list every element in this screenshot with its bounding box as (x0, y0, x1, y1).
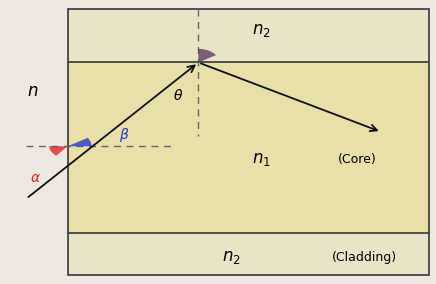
Text: $n_2$: $n_2$ (221, 248, 241, 266)
Wedge shape (198, 49, 216, 62)
Text: (Cladding): (Cladding) (331, 250, 397, 264)
Bar (0, 0, 68, 284)
Text: $n_2$: $n_2$ (252, 21, 271, 39)
Bar (68, 233, 429, 275)
Text: $n_1$: $n_1$ (252, 150, 271, 168)
Text: $\theta$: $\theta$ (173, 88, 183, 103)
Wedge shape (49, 146, 68, 156)
Bar (68, 9, 429, 62)
Text: $n$: $n$ (27, 82, 38, 100)
Text: $\alpha$: $\alpha$ (30, 170, 41, 185)
Bar (68, 9, 429, 275)
Wedge shape (68, 138, 92, 146)
Bar (68, 62, 429, 233)
Text: $\beta$: $\beta$ (119, 126, 129, 144)
Text: (Core): (Core) (338, 153, 377, 166)
